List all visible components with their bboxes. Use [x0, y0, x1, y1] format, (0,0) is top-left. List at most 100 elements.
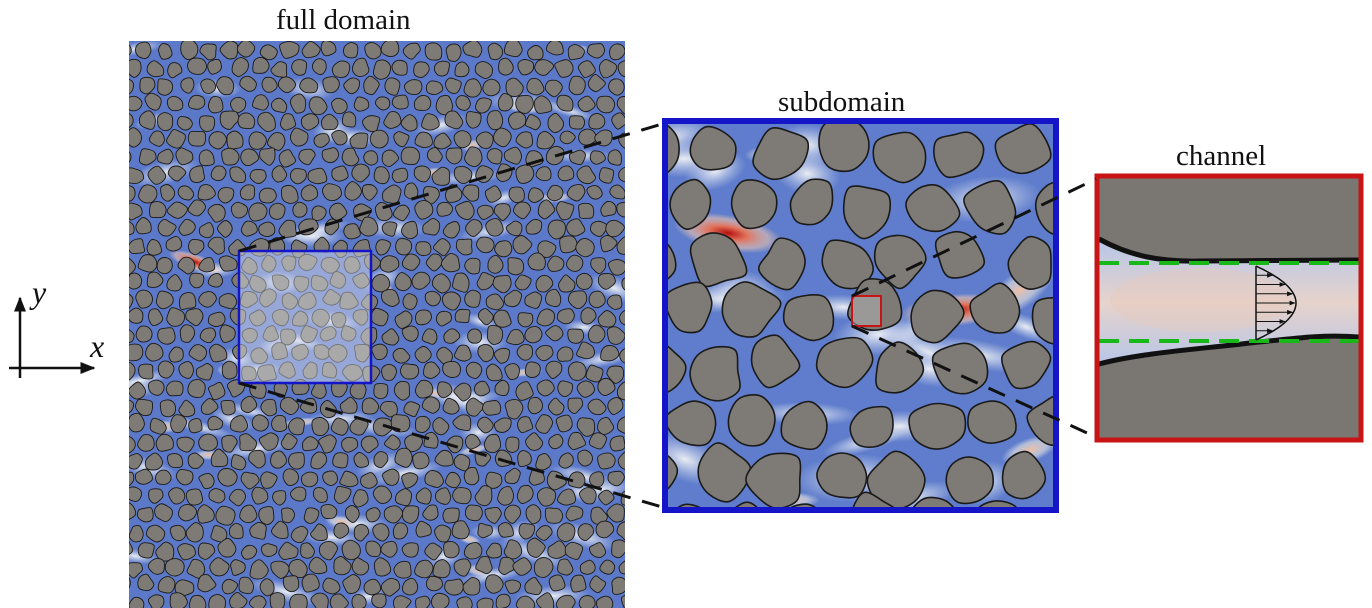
grain: [566, 218, 586, 237]
grain: [629, 153, 644, 167]
grain: [340, 325, 357, 342]
grain: [609, 435, 625, 452]
grain: [570, 574, 587, 593]
grain: [157, 78, 174, 96]
grain: [185, 488, 203, 506]
grain: [218, 293, 238, 310]
grain: [251, 486, 269, 505]
grain: [524, 577, 543, 596]
grain: [454, 344, 472, 362]
grain: [279, 41, 300, 59]
grain: [129, 185, 136, 202]
grain: [343, 42, 359, 59]
grain: [508, 111, 527, 130]
grain: [352, 309, 369, 326]
grain: [413, 165, 431, 183]
grain: [780, 400, 828, 451]
grain: [198, 149, 215, 167]
grain: [331, 129, 348, 146]
grain: [492, 274, 512, 294]
grain: [272, 490, 287, 506]
grain: [252, 94, 269, 111]
grain: [302, 361, 318, 380]
grain: [353, 523, 370, 542]
zoom-line-full-to-sub-bottom: [238, 381, 663, 509]
grain: [424, 290, 441, 307]
grain: [176, 436, 195, 453]
grain: [311, 308, 330, 328]
grain: [291, 310, 309, 327]
grain: [333, 555, 352, 576]
grain: [351, 557, 370, 576]
subdomain-highlight-box: [237, 249, 373, 385]
grain: [598, 489, 615, 506]
grain: [505, 77, 524, 97]
grain: [616, 236, 625, 255]
grain: [568, 75, 586, 96]
grain: [431, 166, 451, 186]
grain: [849, 405, 894, 449]
grain: [721, 281, 782, 338]
grain: [135, 217, 152, 235]
grain: [157, 327, 176, 345]
grain: [332, 239, 348, 259]
grain: [392, 522, 409, 540]
grain: [331, 60, 351, 78]
grain: [221, 360, 238, 380]
grain: [616, 521, 625, 541]
grain: [371, 593, 387, 608]
grain: [135, 398, 154, 417]
grain: [239, 75, 257, 92]
grain: [576, 165, 597, 185]
grain: [432, 417, 450, 436]
grain: [148, 130, 165, 147]
grain: [1026, 395, 1054, 446]
grain: [535, 414, 554, 434]
grain: [129, 435, 136, 454]
subdomain-panel: [662, 118, 1059, 513]
grain: [129, 343, 144, 362]
grain: [160, 184, 176, 202]
grain: [333, 522, 350, 539]
grain: [505, 220, 523, 237]
grain: [588, 290, 606, 309]
grain: [135, 325, 153, 343]
grain: [311, 416, 330, 436]
grain: [606, 294, 623, 310]
grain: [415, 415, 431, 433]
grain: [129, 399, 134, 414]
grain: [209, 557, 230, 577]
grain: [146, 60, 165, 78]
grain: [289, 93, 307, 114]
grain: [547, 397, 565, 416]
grain: [231, 271, 250, 289]
zoom-line-full-to-sub-top: [238, 122, 663, 253]
grain: [463, 466, 480, 486]
grain: [380, 577, 401, 597]
grain: [363, 578, 382, 596]
grain: [129, 44, 132, 56]
grain: [442, 360, 462, 378]
grain: [493, 127, 512, 148]
grain: [597, 417, 615, 435]
grain: [380, 288, 400, 307]
grain: [178, 399, 196, 418]
grain: [597, 452, 616, 470]
grain: [339, 396, 358, 414]
grain: [485, 363, 503, 382]
grain: [444, 110, 464, 130]
grain: [129, 78, 134, 95]
grain: [545, 41, 564, 56]
grain: [135, 289, 153, 309]
grain: [164, 558, 185, 577]
grain: [241, 544, 258, 560]
grain: [137, 542, 155, 559]
grain: [157, 360, 175, 379]
grain: [392, 204, 410, 222]
grain: [484, 185, 502, 203]
grain: [589, 575, 607, 594]
grain: [606, 365, 625, 384]
grain: [281, 255, 297, 272]
grain: [599, 559, 616, 575]
grain: [977, 500, 1018, 508]
